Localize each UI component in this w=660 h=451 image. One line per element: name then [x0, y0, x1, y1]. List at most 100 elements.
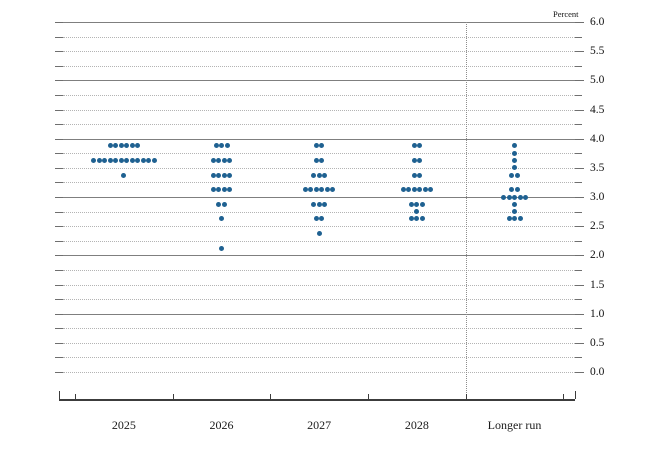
projection-dot: [118, 158, 124, 164]
y-axis-right-tick: [575, 211, 582, 213]
solid-gridline: [63, 138, 575, 140]
projection-dot: [121, 172, 127, 178]
y-axis-left-tick: [55, 22, 63, 23]
projection-dot: [512, 165, 517, 171]
projection-dot: [400, 187, 406, 193]
dotted-gridline: [63, 328, 575, 330]
projection-dot: [311, 201, 317, 207]
projection-dot: [512, 143, 517, 149]
projection-dot: [512, 209, 517, 215]
y-axis-left-tick: [55, 197, 63, 198]
projection-dot: [107, 158, 113, 164]
y-axis-left-tick: [55, 226, 63, 228]
projection-dot: [414, 216, 420, 222]
y-axis-right-tick: [575, 124, 582, 126]
projection-dot: [408, 216, 414, 222]
x-axis-section-tick: [563, 394, 565, 399]
x-axis-line: [59, 399, 575, 401]
y-axis-left-tick: [55, 153, 63, 155]
y-axis-tick-label: 2.0: [590, 249, 605, 262]
projection-dot: [411, 187, 417, 193]
projection-dot: [512, 216, 517, 222]
projection-dot: [227, 158, 233, 164]
projection-dot: [422, 187, 428, 193]
dotted-gridline: [63, 357, 575, 359]
projection-dot: [417, 158, 423, 164]
y-axis-left-tick: [55, 36, 63, 38]
y-axis-right-tick: [575, 284, 584, 286]
y-axis-left-tick: [55, 80, 63, 82]
projection-dot: [414, 209, 420, 215]
y-axis-right-tick: [575, 51, 584, 53]
projection-dot: [210, 158, 216, 164]
projection-dot: [428, 187, 434, 193]
dotted-gridline: [63, 284, 575, 286]
y-axis-right-tick: [575, 313, 584, 315]
dotted-gridline: [63, 124, 575, 126]
projection-dot: [313, 158, 319, 164]
dotted-gridline: [63, 240, 575, 242]
projection-dot: [221, 158, 227, 164]
projection-dot: [124, 143, 130, 149]
x-axis-category-label: 2027: [307, 418, 332, 432]
y-axis-tick-label: 6.0: [590, 16, 605, 28]
y-axis-right-tick: [575, 197, 584, 198]
projection-dot: [330, 187, 336, 193]
y-axis-tick-label: 0.0: [590, 366, 605, 378]
y-axis-right-tick: [575, 153, 582, 155]
y-axis-tick-label: 2.5: [590, 220, 605, 233]
y-axis-tick-label: 4.0: [590, 132, 605, 145]
projection-dot: [221, 201, 227, 207]
projection-dot: [213, 143, 219, 149]
y-axis-right-tick: [575, 255, 584, 257]
x-axis-section-tick: [465, 394, 467, 399]
y-axis-right-tick: [575, 357, 582, 359]
solid-gridline: [63, 197, 575, 198]
projection-dot: [221, 187, 227, 193]
x-axis-section-tick: [75, 394, 76, 399]
y-axis-left-tick: [55, 51, 63, 53]
projection-dot: [219, 216, 224, 222]
dotted-gridline: [63, 51, 575, 53]
projection-dot: [113, 158, 119, 164]
projection-dot: [512, 158, 517, 164]
y-axis-left-tick: [55, 284, 63, 286]
projection-dot: [322, 172, 328, 178]
projection-dot: [408, 201, 414, 207]
y-axis-right-tick: [575, 269, 582, 271]
solid-gridline: [63, 255, 575, 257]
x-axis-category-label: 2026: [209, 418, 234, 432]
y-axis-right-tick: [575, 372, 584, 373]
y-axis-left-tick: [55, 255, 63, 257]
y-axis-right-tick: [575, 109, 584, 111]
y-axis-left-tick: [55, 299, 63, 301]
dotted-gridline: [63, 182, 575, 184]
projection-dot: [224, 143, 230, 149]
projection-dot: [514, 172, 520, 178]
y-axis-tick-label: 1.5: [590, 278, 605, 291]
projection-dot: [319, 143, 325, 149]
x-axis-section-tick: [172, 394, 174, 399]
y-axis-left-tick: [55, 240, 63, 242]
projection-dot: [417, 187, 423, 193]
y-axis-left-tick: [55, 109, 63, 111]
projection-dot: [96, 158, 102, 164]
dotted-gridline: [63, 94, 575, 96]
dotted-gridline: [63, 65, 575, 67]
projection-dot: [219, 245, 224, 251]
projection-dot: [210, 187, 216, 193]
y-axis-right-tick: [575, 94, 582, 96]
y-axis-right-tick: [575, 226, 584, 228]
projection-dot: [419, 201, 425, 207]
y-axis-tick-label: 1.0: [590, 307, 605, 320]
dotted-gridline: [63, 269, 575, 271]
projection-dot: [512, 201, 517, 207]
projection-dot: [313, 187, 319, 193]
projection-dot: [140, 158, 146, 164]
dotted-gridline: [63, 299, 575, 301]
x-axis-end-tick: [575, 391, 576, 399]
y-axis-right-tick: [575, 299, 582, 301]
projection-dot: [506, 194, 512, 200]
projection-dot: [316, 201, 322, 207]
y-axis-right-tick: [575, 182, 582, 184]
